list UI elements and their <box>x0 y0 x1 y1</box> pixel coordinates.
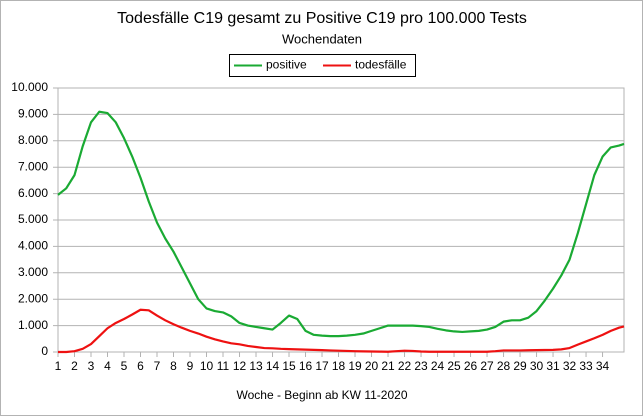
legend-label: todesfälle <box>355 58 407 72</box>
y-tick-label: 7.000 <box>18 159 48 173</box>
x-tick-label: 10 <box>200 359 214 373</box>
y-tick-label: 5.000 <box>18 212 48 226</box>
x-tick-label: 19 <box>348 359 362 373</box>
x-tick-label: 33 <box>579 359 593 373</box>
x-tick-label: 16 <box>299 359 313 373</box>
y-tick-label: 2.000 <box>18 291 48 305</box>
x-tick-label: 2 <box>71 359 78 373</box>
x-tick-label: 12 <box>233 359 247 373</box>
x-tick-label: 28 <box>497 359 511 373</box>
y-tick-label: 3.000 <box>18 265 48 279</box>
x-tick-label: 6 <box>137 359 144 373</box>
line-series <box>57 110 625 338</box>
x-tick-label: 11 <box>217 359 230 373</box>
x-tick-label: 23 <box>414 359 428 373</box>
x-tick-label: 14 <box>266 359 280 373</box>
y-tick-label: 9.000 <box>18 107 48 121</box>
x-tick-label: 13 <box>249 359 263 373</box>
x-tick-label: 32 <box>563 359 577 373</box>
x-tick-label: 5 <box>121 359 128 373</box>
x-tick-label: 26 <box>464 359 478 373</box>
y-tick-label: 4.000 <box>18 239 48 253</box>
y-tick-label: 10.000 <box>11 80 48 94</box>
x-axis-label: Woche - Beginn ab KW 11-2020 <box>237 388 408 402</box>
x-tick-label: 29 <box>513 359 527 373</box>
x-tick-label: 30 <box>530 359 544 373</box>
x-tick-label: 8 <box>170 359 177 373</box>
x-tick-label: 3 <box>88 359 95 373</box>
chart-title: Todesfälle C19 gesamt zu Positive C19 pr… <box>117 10 527 27</box>
x-tick-label: 15 <box>282 359 296 373</box>
x-tick-label: 21 <box>381 359 395 373</box>
x-tick-label: 34 <box>596 359 610 373</box>
legend-label: positive <box>266 58 307 72</box>
y-tick-label: 6.000 <box>18 186 48 200</box>
x-tick-label: 25 <box>447 359 461 373</box>
x-tick-label: 24 <box>431 359 445 373</box>
x-tick-label: 27 <box>480 359 494 373</box>
legend-box <box>229 54 416 77</box>
x-tick-label: 22 <box>398 359 412 373</box>
x-tick-label: 4 <box>104 359 111 373</box>
line-series <box>58 308 625 354</box>
x-tick-label: 20 <box>365 359 379 373</box>
chart-subtitle: Wochendaten <box>282 31 362 46</box>
y-tick-label: 8.000 <box>18 133 48 147</box>
x-tick-label: 1 <box>55 359 62 373</box>
x-tick-label: 17 <box>315 359 329 373</box>
x-tick-label: 7 <box>154 359 161 373</box>
x-tick-label: 9 <box>187 359 194 373</box>
x-tick-label: 31 <box>546 359 560 373</box>
y-tick-label: 0 <box>41 344 48 358</box>
y-tick-label: 1.000 <box>18 318 48 332</box>
x-tick-label: 18 <box>332 359 346 373</box>
